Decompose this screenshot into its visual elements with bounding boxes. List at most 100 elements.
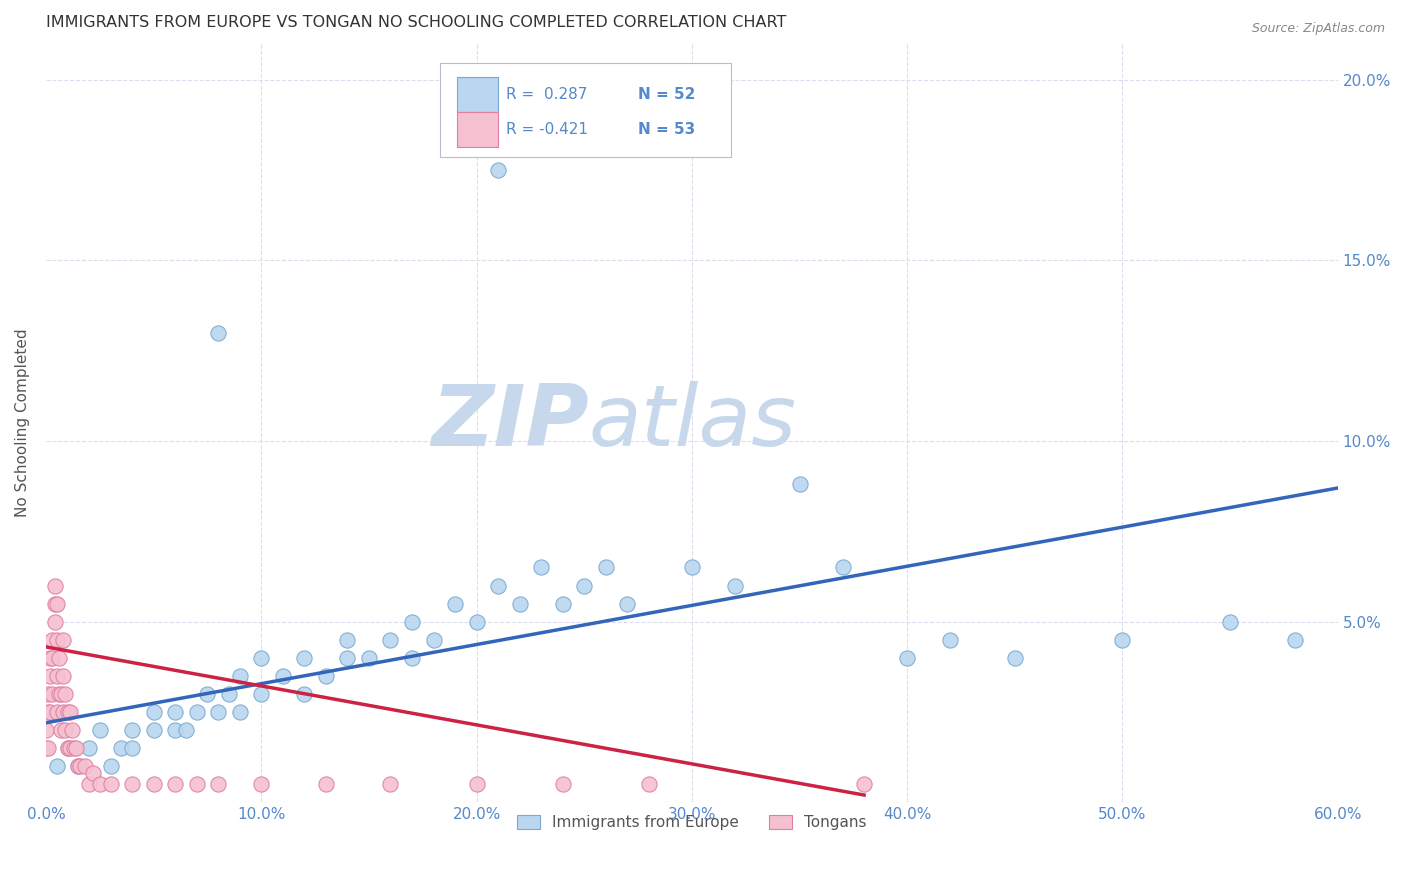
- Point: [41, 650, 63, 665]
- Point: [56, 741, 79, 756]
- Point: [853, 777, 876, 791]
- Point: [724, 578, 747, 592]
- Point: [59, 705, 82, 719]
- Point: [250, 687, 273, 701]
- Point: [65, 741, 87, 756]
- Point: [39, 669, 62, 683]
- Point: [186, 777, 208, 791]
- Point: [89, 777, 111, 791]
- Point: [1004, 650, 1026, 665]
- Point: [67, 759, 90, 773]
- Point: [229, 705, 252, 719]
- Point: [77, 741, 100, 756]
- Point: [56, 741, 79, 756]
- Point: [422, 632, 444, 647]
- Point: [250, 650, 273, 665]
- Point: [89, 723, 111, 737]
- Point: [1219, 615, 1241, 629]
- Point: [100, 777, 122, 791]
- Point: [44, 578, 66, 592]
- Point: [509, 597, 531, 611]
- Point: [380, 777, 402, 791]
- Point: [401, 650, 423, 665]
- Point: [35, 741, 58, 756]
- Point: [56, 705, 79, 719]
- Point: [44, 597, 66, 611]
- Point: [637, 777, 659, 791]
- Point: [551, 597, 574, 611]
- Point: [52, 669, 75, 683]
- Point: [67, 759, 90, 773]
- Point: [165, 777, 187, 791]
- Point: [1111, 632, 1133, 647]
- Point: [789, 477, 811, 491]
- Point: [39, 650, 62, 665]
- Point: [39, 705, 62, 719]
- FancyBboxPatch shape: [457, 77, 498, 112]
- Point: [292, 650, 315, 665]
- Text: N = 53: N = 53: [637, 121, 695, 136]
- Point: [37, 741, 59, 756]
- Point: [37, 705, 59, 719]
- Text: R =  0.287: R = 0.287: [506, 87, 588, 102]
- Point: [121, 777, 143, 791]
- Text: N = 52: N = 52: [637, 87, 695, 102]
- Point: [174, 723, 197, 737]
- Point: [45, 759, 67, 773]
- Point: [218, 687, 240, 701]
- Point: [574, 578, 596, 592]
- Point: [45, 669, 67, 683]
- Point: [142, 777, 165, 791]
- Point: [336, 632, 359, 647]
- Point: [52, 632, 75, 647]
- Point: [53, 723, 76, 737]
- Point: [49, 687, 72, 701]
- Text: Source: ZipAtlas.com: Source: ZipAtlas.com: [1251, 22, 1385, 36]
- Point: [465, 615, 488, 629]
- Point: [100, 759, 122, 773]
- Point: [616, 597, 638, 611]
- FancyBboxPatch shape: [457, 112, 498, 146]
- Point: [165, 705, 187, 719]
- Point: [595, 560, 617, 574]
- Point: [336, 650, 359, 665]
- Point: [530, 560, 553, 574]
- Point: [59, 741, 82, 756]
- Point: [35, 723, 58, 737]
- Text: R = -0.421: R = -0.421: [506, 121, 588, 136]
- Legend: Immigrants from Europe, Tongans: Immigrants from Europe, Tongans: [510, 809, 873, 837]
- Point: [315, 669, 337, 683]
- Point: [142, 705, 165, 719]
- Point: [41, 687, 63, 701]
- Point: [48, 650, 70, 665]
- Point: [73, 759, 96, 773]
- Point: [197, 687, 219, 701]
- FancyBboxPatch shape: [440, 62, 731, 158]
- Point: [939, 632, 962, 647]
- Point: [444, 597, 467, 611]
- Point: [681, 560, 703, 574]
- Text: atlas: atlas: [589, 382, 797, 465]
- Point: [41, 632, 63, 647]
- Point: [53, 687, 76, 701]
- Point: [896, 650, 918, 665]
- Point: [292, 687, 315, 701]
- Point: [44, 615, 66, 629]
- Point: [401, 615, 423, 629]
- Point: [357, 650, 380, 665]
- Point: [380, 632, 402, 647]
- Point: [486, 578, 509, 592]
- Point: [121, 723, 143, 737]
- Point: [207, 705, 229, 719]
- Text: ZIP: ZIP: [430, 382, 589, 465]
- Point: [207, 326, 229, 340]
- Point: [45, 632, 67, 647]
- Point: [121, 741, 143, 756]
- Point: [82, 766, 104, 780]
- Point: [60, 723, 83, 737]
- Point: [315, 777, 337, 791]
- Point: [49, 723, 72, 737]
- Point: [465, 777, 488, 791]
- Point: [551, 777, 574, 791]
- Point: [110, 741, 132, 756]
